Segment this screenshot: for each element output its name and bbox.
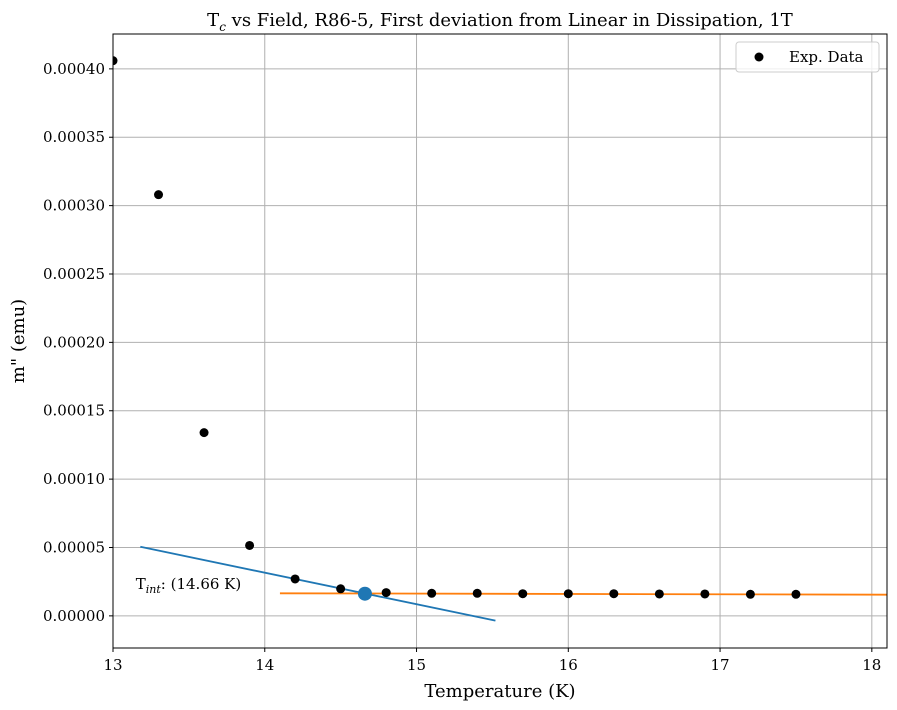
data-point	[791, 589, 801, 599]
data-point	[427, 588, 437, 598]
data-point	[381, 588, 391, 598]
y-tick-label: 0.00035	[43, 128, 105, 146]
y-tick-label: 0.00015	[43, 402, 105, 420]
legend-marker-exp-data	[754, 52, 764, 62]
data-point	[199, 428, 209, 438]
legend: Exp. Data	[735, 41, 880, 73]
x-tick-label: 18	[862, 656, 881, 674]
legend-label-exp-data: Exp. Data	[789, 48, 864, 66]
data-point	[290, 574, 300, 584]
intersection-annotation: Tint: (14.66 K)	[136, 575, 242, 596]
series-layer	[113, 56, 887, 622]
data-point	[518, 589, 528, 599]
x-axis-label: Temperature (K)	[424, 681, 575, 702]
y-tick-label: 0.00030	[43, 197, 105, 215]
intersection-point	[357, 586, 372, 601]
ticks: 13 14 15 16 17 18 0.00000 0.00005 0.00010 0.00015…	[43, 60, 881, 674]
plot-area	[113, 56, 887, 622]
y-tick-label: 0.00025	[43, 265, 105, 283]
data-point	[113, 56, 118, 66]
data-point	[654, 589, 664, 599]
data-point	[154, 190, 164, 200]
y-tick-label: 0.00010	[43, 470, 105, 488]
chart-title: Tc vs Field, R86-5, First deviation from…	[207, 10, 793, 34]
fit-line-high-t	[279, 592, 887, 596]
data-point	[609, 589, 619, 599]
y-tick-label: 0.00000	[43, 607, 105, 625]
data-point	[745, 589, 755, 599]
y-tick-label: 0.00020	[43, 333, 105, 351]
fit-line-low-t	[140, 545, 496, 622]
y-axis-label: m" (emu)	[8, 299, 29, 383]
data-point	[472, 588, 482, 598]
data-point	[336, 584, 346, 594]
y-tick-label: 0.00040	[43, 60, 105, 78]
x-tick-label: 17	[711, 656, 730, 674]
y-tick-label: 0.00005	[43, 538, 105, 556]
x-tick-label: 15	[407, 656, 426, 674]
data-point	[700, 589, 710, 599]
legend-box	[735, 41, 880, 73]
plot-frame	[112, 33, 888, 649]
grid	[112, 34, 887, 648]
x-tick-label: 16	[559, 656, 578, 674]
data-point	[245, 540, 255, 550]
x-tick-label: 14	[255, 656, 274, 674]
x-tick-label: 13	[103, 656, 122, 674]
data-point	[563, 589, 573, 599]
